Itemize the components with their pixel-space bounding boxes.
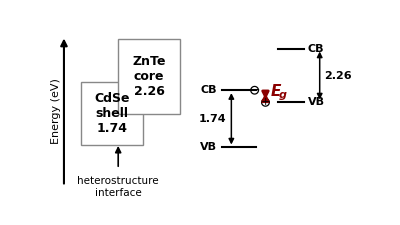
Text: 2.26: 2.26 xyxy=(324,70,352,81)
Text: CB: CB xyxy=(308,44,324,54)
Text: VB: VB xyxy=(308,97,325,107)
Text: +: + xyxy=(261,97,270,107)
Text: CB: CB xyxy=(201,85,218,95)
Text: −: − xyxy=(249,84,260,97)
Text: E: E xyxy=(271,84,282,99)
Bar xyxy=(81,82,143,145)
Bar xyxy=(118,39,180,114)
Text: VB: VB xyxy=(200,142,218,152)
Text: 1.74: 1.74 xyxy=(199,114,227,124)
Text: g: g xyxy=(278,90,286,100)
Text: CdSe
shell
1.74: CdSe shell 1.74 xyxy=(94,92,130,135)
Text: ZnTe
core
2.26: ZnTe core 2.26 xyxy=(132,55,166,98)
Text: Energy (eV): Energy (eV) xyxy=(51,78,61,144)
Text: heterostructure
interface: heterostructure interface xyxy=(77,176,159,198)
